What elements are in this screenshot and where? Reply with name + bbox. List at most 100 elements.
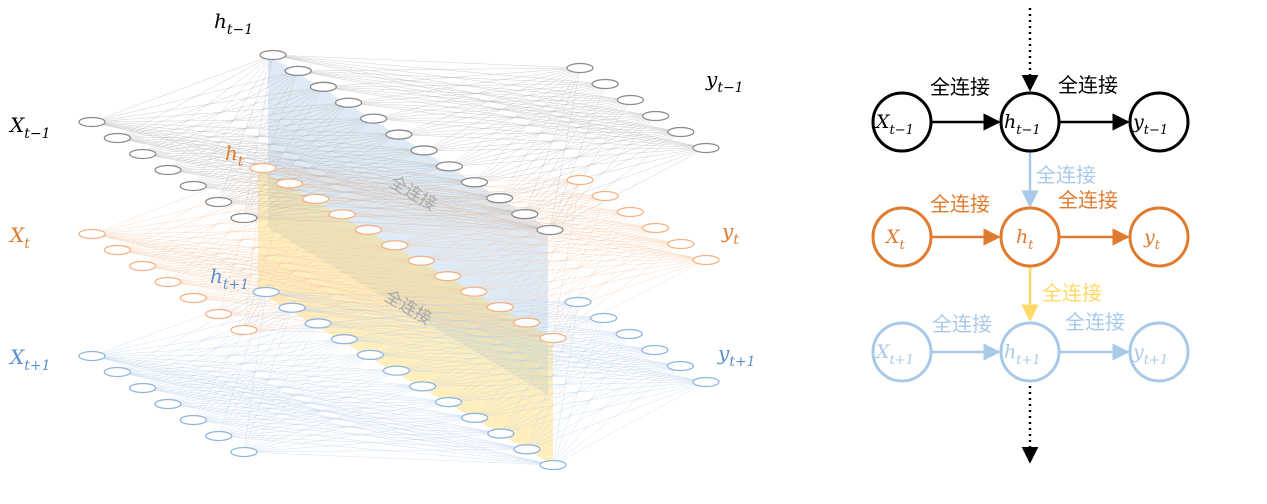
connection-line: [289, 179, 581, 184]
connection-line: [552, 259, 707, 339]
connection-line: [218, 198, 316, 315]
neuron-input-cur: [154, 276, 182, 288]
neuron-output-cur: [566, 174, 594, 186]
connection-line: [243, 229, 369, 331]
connection-line: [552, 243, 681, 339]
connection-line: [167, 54, 274, 171]
neuron-input-cur: [78, 228, 106, 240]
connection-line: [243, 150, 425, 219]
connection-line: [552, 381, 707, 466]
connection-line: [243, 386, 423, 453]
connection-line: [526, 179, 581, 323]
connection-lines: [91, 54, 707, 466]
node-y-next-label: yt+1: [1132, 341, 1168, 368]
connections-layer-prev: [91, 54, 707, 231]
connection-line: [272, 54, 581, 69]
neuron-output-next: [589, 312, 618, 324]
connection-line: [218, 54, 274, 203]
connection-line: [526, 301, 579, 450]
connection-line: [243, 214, 343, 331]
connection-line: [243, 86, 324, 219]
neuron-input-next: [78, 350, 106, 362]
connection-line: [500, 179, 581, 308]
connection-line: [91, 167, 264, 235]
connection-line: [243, 134, 400, 219]
connection-line: [500, 301, 579, 434]
connection-line: [243, 323, 319, 453]
neuron-hidden-cur: [328, 209, 356, 220]
connection-line: [526, 243, 681, 323]
connection-line: [500, 227, 656, 308]
edge-label-row1-left: 全连接: [930, 75, 990, 99]
connection-line: [552, 179, 581, 339]
vertical-edge-label-1: 全连接: [1036, 163, 1096, 187]
edge-label-row1-right: 全连接: [1058, 73, 1118, 97]
connection-line: [218, 307, 293, 437]
connection-line: [117, 291, 267, 373]
connection-line: [243, 306, 501, 331]
row-t-plus-1: Xt+1 ht+1 yt+1 全连接 全连接: [871, 310, 1190, 383]
neuron-hidden-cur: [433, 271, 462, 282]
connection-line: [398, 67, 581, 135]
connection-line: [243, 54, 274, 219]
network-3d-illustration: 全连接 全连接 ht−1 yt−1 Xt−1 ht Xt yt ht+1 Xt+…: [8, 9, 756, 471]
connection-line: [262, 167, 581, 181]
neuron-hidden-cur: [354, 224, 383, 235]
neuron-input-next: [103, 366, 131, 378]
connection-line: [368, 179, 581, 231]
connection-line: [167, 291, 267, 405]
connection-line: [218, 167, 264, 315]
connection-line: [91, 233, 474, 292]
connection-line: [142, 291, 267, 389]
neuron-output-next: [692, 376, 720, 388]
connection-line: [167, 167, 264, 283]
neuron-hidden-prev: [460, 177, 489, 188]
node-y-prev: [1128, 91, 1190, 153]
neuron-hidden-next: [252, 286, 280, 298]
connection-line: [499, 67, 581, 199]
neuron-hidden-prev: [435, 161, 463, 172]
edge-label-row2-right: 全连接: [1058, 188, 1118, 212]
connection-line: [243, 275, 448, 331]
neurons-layer-prev: [78, 49, 720, 236]
connection-line: [344, 301, 579, 340]
connection-line: [243, 102, 349, 219]
neuron-hidden-cur: [460, 286, 488, 297]
neuron-hidden-next: [356, 349, 385, 361]
node-y-next: [1128, 321, 1190, 383]
node-x-cur-label: Xt: [884, 226, 906, 253]
label-h-prev: ht−1: [214, 9, 253, 38]
connection-line: [500, 195, 606, 308]
neuron-input-prev: [154, 164, 182, 176]
connections-layer-cur: [91, 167, 707, 339]
neuron-hidden-cur: [381, 240, 409, 251]
connections-layer-next: [91, 291, 707, 466]
node-h-cur: [999, 206, 1061, 268]
label-x-next: Xt+1: [8, 345, 51, 374]
neuron-hidden-next: [487, 428, 515, 439]
connection-line: [243, 291, 267, 453]
connection-line: [552, 227, 656, 339]
connection-line: [243, 401, 449, 453]
connection-line: [552, 333, 630, 466]
connection-line: [91, 233, 527, 323]
neuron-hidden-next: [461, 412, 489, 423]
connection-line: [243, 260, 422, 331]
node-x-next-label: Xt+1: [874, 341, 914, 368]
connection-line: [348, 67, 581, 103]
connection-line: [193, 198, 316, 299]
node-y-prev-label: yt−1: [1132, 111, 1168, 138]
neuron-hidden-prev: [284, 65, 312, 77]
connection-line: [243, 451, 554, 466]
label-x-prev: Xt−1: [8, 113, 51, 142]
neuron-input-prev: [129, 148, 157, 160]
connection-line: [91, 291, 267, 357]
neuron-input-prev: [230, 212, 258, 224]
connection-line: [549, 115, 656, 231]
connection-line: [370, 301, 579, 356]
neuron-hidden-next: [408, 381, 437, 392]
neuron-input-prev: [205, 196, 233, 208]
neuron-hidden-prev: [334, 97, 363, 108]
neuron-hidden-next: [304, 318, 332, 329]
connection-line: [526, 211, 631, 323]
